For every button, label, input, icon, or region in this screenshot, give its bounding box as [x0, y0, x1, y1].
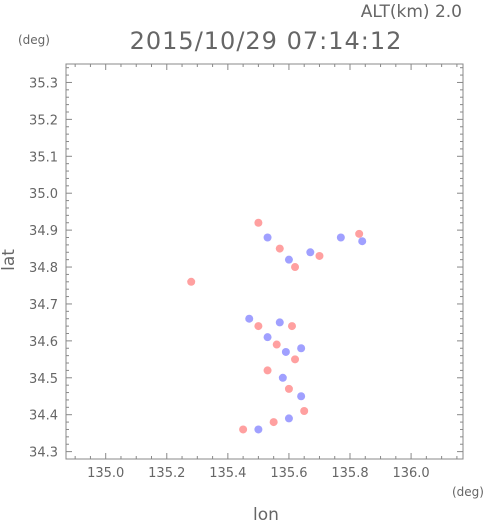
- data-point: [245, 314, 254, 323]
- data-point: [284, 414, 293, 423]
- x-axis: 135.0 135.2 135.4 135.6 135.8 136.0: [74, 64, 458, 481]
- x-tick-label: 135.0: [87, 466, 124, 481]
- data-point: [284, 255, 293, 264]
- data-point: [275, 318, 284, 327]
- y-tick-label: 34.4: [29, 409, 58, 424]
- data-marks: [187, 218, 367, 434]
- data-point: [275, 244, 284, 253]
- y-tick-label: 34.6: [29, 335, 58, 350]
- y-tick-label: 34.7: [29, 298, 58, 313]
- y-unit-label: (deg): [18, 33, 50, 47]
- x-axis-label: lon: [253, 505, 279, 521]
- data-point: [358, 237, 367, 246]
- data-point: [355, 229, 364, 238]
- data-point: [297, 392, 306, 401]
- plot-frame: [65, 63, 464, 460]
- y-tick-label: 34.3: [29, 446, 58, 461]
- y-tick-label: 35.1: [29, 150, 58, 165]
- data-point: [254, 425, 263, 434]
- data-point: [263, 366, 272, 375]
- data-point: [278, 373, 287, 382]
- data-point: [263, 233, 272, 242]
- y-tick-label: 34.5: [29, 372, 58, 387]
- data-point: [281, 347, 290, 356]
- x-tick-label: 136.0: [392, 466, 429, 481]
- data-point: [287, 322, 296, 331]
- y-axis-label: lat: [0, 249, 19, 271]
- data-point: [187, 277, 196, 286]
- data-point: [291, 263, 300, 272]
- data-point: [272, 340, 281, 349]
- data-point: [269, 418, 278, 427]
- data-point: [254, 218, 263, 227]
- x-tick-label: 135.4: [209, 466, 246, 481]
- data-point: [336, 233, 345, 242]
- data-point: [254, 322, 263, 331]
- y-tick-label: 35.0: [29, 187, 58, 202]
- data-point: [263, 333, 272, 342]
- y-tick-label: 34.8: [29, 261, 58, 276]
- y-tick-label: 35.2: [29, 113, 58, 128]
- chart-subtitle: ALT(km) 2.0: [361, 2, 462, 22]
- chart-title: 2015/10/29 07:14:12: [130, 27, 403, 55]
- data-point: [239, 425, 248, 434]
- data-point: [306, 248, 315, 257]
- x-tick-label: 135.6: [270, 466, 307, 481]
- data-point: [284, 384, 293, 393]
- x-unit-label: (deg): [452, 485, 484, 499]
- y-tick-label: 35.3: [29, 76, 58, 91]
- data-point: [291, 355, 300, 364]
- data-point: [300, 407, 309, 416]
- data-point: [297, 344, 306, 353]
- y-axis: 34.3 34.4 34.5 34.6 34.7 34.8 34.9 35.0 35.1 35.2…: [29, 67, 463, 461]
- y-tick-label: 34.9: [29, 224, 58, 239]
- x-tick-label: 135.8: [331, 466, 368, 481]
- data-point: [315, 251, 324, 260]
- x-tick-label: 135.2: [148, 466, 185, 481]
